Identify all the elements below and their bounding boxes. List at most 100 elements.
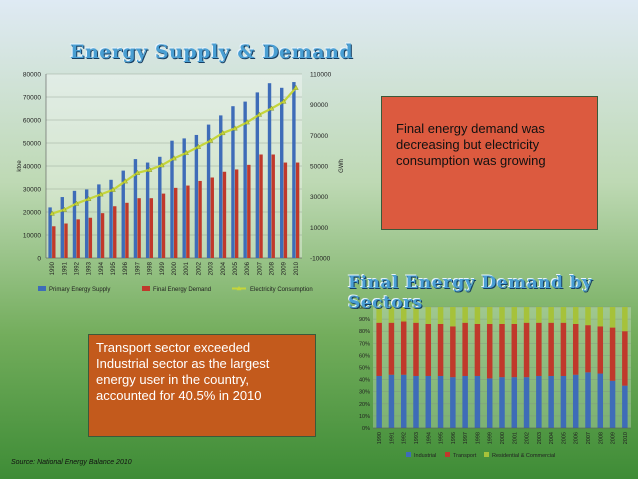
- chart1-bar-primary-energy: [158, 156, 162, 258]
- chart2-bar-residential: [486, 307, 493, 324]
- energy-supply-demand-title: Energy Supply & Demand: [70, 41, 354, 63]
- chart2-bar-transport: [609, 327, 616, 381]
- chart2-bar-transport: [425, 323, 432, 376]
- legend1-electricity-label: Electricity Consumption: [250, 287, 313, 293]
- chart1-x-tick-label: 2009: [282, 261, 288, 275]
- chart1-bar-final-energy: [113, 206, 117, 258]
- chart2-x-tick-label: 1999: [488, 432, 494, 444]
- chart1-y-tick-label: 60000: [23, 118, 41, 125]
- chart1-bar-primary-energy: [243, 101, 247, 258]
- chart1-bar-primary-energy: [255, 92, 260, 259]
- chart1-bar-final-energy: [64, 223, 68, 258]
- chart2-bar-residential: [560, 307, 567, 323]
- chart1-electricity-point: [293, 84, 299, 90]
- chart2-bar-residential: [400, 307, 407, 322]
- chart1-bar-primary-energy: [72, 190, 77, 258]
- chart1-y2-tick-label: 90000: [310, 102, 328, 109]
- legend1-primary-swatch: [38, 286, 46, 291]
- chart1-y2-tick-label: 70000: [310, 133, 328, 140]
- chart1-bar-primary-energy: [48, 207, 52, 258]
- chart1-y-tick-label: 40000: [23, 164, 41, 171]
- chart2-bar-industrial: [548, 375, 554, 428]
- chart1-bar-final-energy: [174, 187, 178, 258]
- legend2-industrial-swatch: [406, 452, 411, 457]
- legend1-final-label: Final Energy Demand: [153, 287, 211, 293]
- chart2-bar-industrial: [450, 377, 456, 428]
- chart2-bar-transport: [597, 326, 604, 374]
- chart2-y-tick-label: 60%: [359, 353, 370, 359]
- chart2-bar-residential: [536, 307, 542, 323]
- chart1-y2-tick-label: 50000: [310, 164, 328, 171]
- chart2-x-tick-label: 1995: [439, 432, 445, 444]
- chart1-bar-final-energy: [52, 226, 56, 258]
- chart1-bar-final-energy: [186, 185, 190, 258]
- chart2-x-tick-label: 2008: [598, 432, 604, 444]
- chart1-x-tick-label: 2004: [221, 261, 227, 275]
- chart2-x-tick-label: 2010: [623, 432, 629, 444]
- chart2-bar-residential: [585, 307, 591, 326]
- chart1-y2-tick-label: 10000: [310, 225, 328, 232]
- chart1-x-tick-label: 1991: [62, 261, 68, 275]
- legend2-transport-swatch: [445, 452, 450, 457]
- chart2-x-tick-label: 2007: [586, 432, 592, 444]
- chart1-bar-final-energy: [271, 154, 275, 258]
- chart1-bar-primary-energy: [194, 134, 199, 258]
- chart1-bar-final-energy: [259, 154, 263, 258]
- chart1-bar-final-energy: [137, 198, 141, 258]
- chart1-bar-final-energy: [234, 169, 239, 258]
- chart1-x-tick-label: 1998: [148, 261, 154, 275]
- transport-sector-callout-text: Transport sector exceeded Industrial sec…: [96, 340, 270, 403]
- chart1-electricity-point: [146, 166, 153, 172]
- chart1-bar-final-energy: [283, 162, 288, 258]
- chart1-bar-primary-energy: [231, 106, 235, 258]
- chart2-bar-industrial: [413, 375, 419, 428]
- chart1-bar-primary-energy: [97, 184, 101, 258]
- chart1-electricity-point: [110, 186, 116, 192]
- chart2-bar-transport: [499, 323, 505, 378]
- chart2-bar-residential: [425, 307, 432, 324]
- source-note: Source: National Energy Balance 2010: [11, 459, 132, 466]
- legend2-industrial-label: Industrial: [414, 453, 436, 459]
- chart2-bar-industrial: [585, 372, 591, 428]
- chart1-bar-final-energy: [76, 219, 80, 258]
- chart2-bar-industrial: [462, 375, 468, 428]
- chart2-bar-residential: [511, 307, 518, 324]
- chart1-x-tick-label: 2007: [257, 261, 263, 275]
- chart1-x-tick-label: 2008: [270, 261, 276, 275]
- chart2-bar-industrial: [536, 375, 542, 428]
- chart1-x-tick-label: 2001: [184, 261, 190, 275]
- chart2-bar-industrial: [437, 375, 444, 428]
- chart1-bar-final-energy: [125, 202, 129, 258]
- chart1-x-tick-label: 1996: [123, 261, 129, 275]
- chart1-bar-final-energy: [295, 162, 300, 258]
- chart2-bar-transport: [548, 322, 554, 376]
- chart2-bar-residential: [523, 307, 530, 323]
- chart1-x-tick-label: 2006: [245, 261, 251, 275]
- chart2-bar-residential: [572, 307, 579, 324]
- chart2-bar-transport: [450, 326, 456, 378]
- chart1-electricity-point: [134, 169, 141, 175]
- chart1-bar-final-energy: [100, 213, 105, 258]
- chart2-x-tick-label: 2001: [512, 432, 518, 444]
- chart2-x-tick-label: 2002: [525, 432, 531, 444]
- chart2-bar-industrial: [572, 374, 579, 428]
- chart2-bar-transport: [560, 322, 567, 376]
- chart2-bar-residential: [437, 307, 444, 324]
- chart2-bar-transport: [437, 323, 444, 376]
- legend2-residential-swatch: [484, 452, 489, 457]
- chart2-x-tick-label: 1991: [389, 432, 395, 444]
- chart1-electricity-point: [256, 111, 263, 117]
- chart1-y2-tick-label: 110000: [310, 72, 332, 79]
- chart1-electricity-point: [61, 206, 68, 212]
- chart2-bar-transport: [572, 323, 579, 375]
- chart2-bar-industrial: [622, 385, 628, 428]
- chart2-x-tick-label: 1997: [463, 432, 469, 444]
- chart2-bar-industrial: [511, 377, 518, 428]
- chart1-electricity-point: [85, 195, 92, 201]
- chart2-bar-industrial: [523, 377, 530, 428]
- chart1-x-tick-label: 1992: [74, 261, 80, 275]
- chart1-bar-primary-energy: [145, 162, 150, 258]
- chart2-bar-industrial: [388, 374, 395, 428]
- chart2-x-tick-label: 1993: [414, 432, 420, 444]
